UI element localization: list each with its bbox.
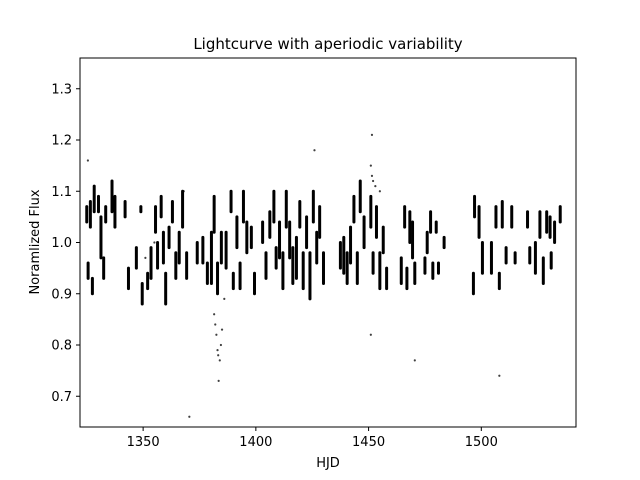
x-axis-label: HJD <box>316 456 340 471</box>
data-point <box>371 179 375 183</box>
data-point <box>413 359 416 362</box>
plot-area <box>85 133 562 418</box>
data-point <box>217 354 220 357</box>
y-axis-label: Noramlized Flux <box>28 189 43 294</box>
data-point <box>369 164 372 167</box>
data-point <box>153 241 156 244</box>
data-point <box>215 333 218 336</box>
x-tick-label: 1350 <box>127 435 160 450</box>
data-point <box>216 349 219 352</box>
data-point <box>313 149 316 152</box>
x-tick-label: 1400 <box>239 435 272 450</box>
y-tick-label: 1.1 <box>51 185 72 200</box>
y-tick-label: 1.2 <box>51 134 72 149</box>
data-point <box>498 374 501 377</box>
y-tick-label: 1.0 <box>51 236 72 251</box>
data-point <box>370 174 374 177</box>
data-point <box>182 190 185 193</box>
data-points <box>85 133 562 418</box>
data-point <box>214 323 217 326</box>
data-point <box>188 415 191 418</box>
data-point <box>374 185 377 188</box>
y-tick-label: 1.3 <box>51 82 72 97</box>
y-tick-label: 0.9 <box>51 287 72 302</box>
data-point <box>218 359 221 362</box>
x-tick-label: 1450 <box>352 435 385 450</box>
data-point <box>223 297 226 300</box>
x-axis: 1350 1400 1450 1500 <box>127 427 498 450</box>
data-point <box>144 256 147 259</box>
y-tick-label: 0.7 <box>51 390 72 405</box>
data-point <box>213 313 216 316</box>
data-point <box>378 190 381 193</box>
data-point <box>369 333 372 336</box>
data-point <box>220 328 224 331</box>
data-point <box>86 159 89 162</box>
data-point <box>217 379 220 382</box>
y-tick-label: 0.8 <box>51 339 72 354</box>
y-axis: 0.7 0.8 0.9 1.0 1.1 1.2 1.3 <box>51 82 80 405</box>
chart-title: Lightcurve with aperiodic variability <box>193 35 462 53</box>
data-point <box>219 343 223 347</box>
x-tick-label: 1500 <box>465 435 498 450</box>
data-point <box>370 133 374 136</box>
